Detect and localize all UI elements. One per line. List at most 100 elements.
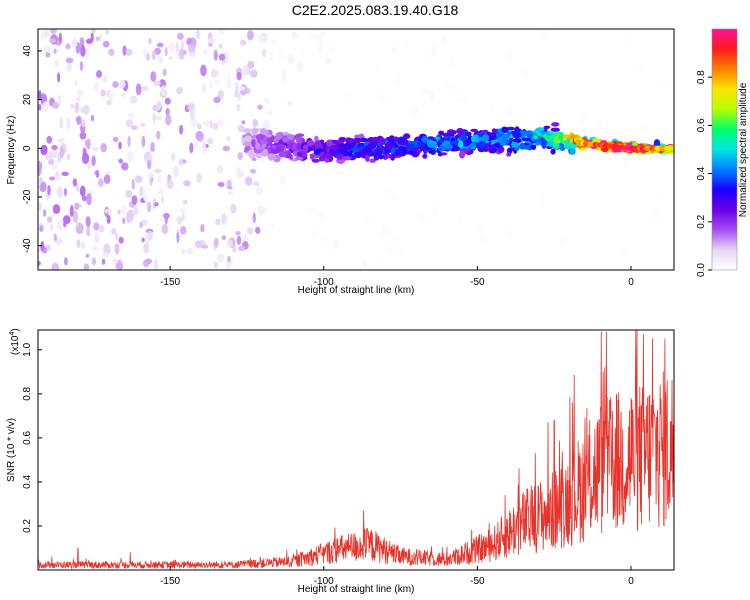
spectrogram-noise-blob (91, 155, 96, 167)
spectrogram-noise-blob (457, 93, 466, 103)
spectrogram-trace-blob (533, 135, 538, 140)
spectrogram-noise-blob (58, 138, 65, 144)
spectrogram-trace-blob (243, 135, 253, 144)
spectrogram-noise-blob (63, 187, 68, 197)
spectrogram-noise-blob (441, 34, 447, 44)
spectrogram-noise-blob (279, 48, 285, 60)
spectrogram-noise-blob (186, 248, 194, 255)
spectrogram-noise-blob (63, 220, 67, 228)
spectrogram-noise-blob (477, 222, 484, 234)
spectrogram-noise-blob (237, 86, 246, 91)
spectrogram-noise-blob (393, 237, 398, 245)
spectrogram-noise-blob (57, 95, 61, 107)
spectrogram-noise-blob (200, 223, 205, 233)
spectrogram-trace-blob (251, 157, 257, 162)
spectrogram-trace-blob (535, 127, 545, 132)
spectrogram-noise-blob (226, 179, 232, 188)
spectrogram-x-ticks: -150 -100 -50 0 (160, 266, 634, 288)
spectrogram-noise-blob (559, 237, 567, 247)
spectrogram-noise-blob (317, 41, 324, 54)
spectrogram-noise-blob (43, 209, 47, 217)
spectrogram-noise-blob (95, 70, 103, 79)
spectrogram-noise-blob (45, 154, 50, 161)
spectrogram-trace-blob (457, 140, 464, 148)
spectrogram-noise-blob (48, 38, 57, 43)
spectrogram-trace-blob (337, 143, 346, 151)
spectrogram-noise-blob (444, 79, 450, 85)
spectrogram-noise-blob (523, 66, 529, 78)
spectrogram-noise-blob (150, 71, 157, 82)
spectrogram-noise-blob (457, 216, 465, 225)
spectrogram-noise-blob (101, 258, 106, 265)
spectrogram-noise-blob (300, 47, 305, 57)
spectrogram-noise-blob (230, 203, 237, 214)
spectrogram-noise-blob (76, 115, 82, 125)
spectrogram-noise-blob (210, 68, 219, 78)
spectrogram-noise-blob (94, 231, 100, 244)
spectrogram-noise-blob (54, 60, 59, 68)
spectrogram-trace-blob (378, 154, 384, 160)
spectrogram-noise-blob (56, 186, 64, 198)
spectrogram-noise-blob (53, 175, 62, 182)
spectrogram-noise-blob (168, 41, 175, 53)
spectrogram-noise-blob (118, 141, 122, 150)
spectrogram-noise-blob (40, 144, 48, 156)
spectrogram-noise-blob (396, 244, 402, 257)
spectrogram-x-label: Height of straight line (km) (298, 285, 415, 296)
spectrogram-noise-blob (491, 103, 496, 114)
spectrogram-noise-blob (84, 139, 89, 147)
spectrogram-trace-blob (522, 144, 529, 150)
spectrogram-noise-blob (479, 233, 487, 243)
spectrogram-noise-blob (114, 232, 119, 241)
spectrogram-trace-blob (490, 147, 497, 154)
spectrogram-noise-blob (189, 142, 194, 154)
spectrogram-trace-blob (403, 133, 411, 140)
spectrogram-noise-blob (46, 216, 53, 223)
spectrogram-noise-blob (112, 258, 118, 264)
spectrogram-noise-blob (129, 95, 138, 104)
spectrogram-trace-blob (376, 149, 383, 156)
spectrogram-trace-blob (295, 137, 303, 144)
snr-frame (37, 329, 675, 571)
spectrogram-noise-blob (374, 65, 381, 70)
spectrogram-noise-blob (79, 185, 86, 197)
spectrogram-noise-blob (70, 103, 74, 109)
spectrogram-trace-blob (530, 144, 537, 150)
spectrogram-noise-blob (135, 83, 142, 96)
spectrogram-noise-blob (143, 259, 150, 268)
snr-series-line (38, 330, 674, 569)
spec-y-tick-label: 20 (22, 94, 33, 106)
spectrogram-trace-blob (441, 132, 449, 137)
spectrogram-trace-blob (399, 140, 406, 146)
spectrogram-trace-blob (472, 136, 480, 143)
snr-x-ticks: -150 -100 -50 0 (160, 566, 634, 587)
spectrogram-trace-blob (338, 136, 347, 143)
spectrogram-noise-blob (267, 109, 272, 116)
spectrogram-noise-blob (319, 31, 326, 37)
spectrogram-noise-blob (213, 79, 220, 85)
spectrogram-noise-blob (170, 152, 176, 162)
spectrogram-noise-blob (206, 137, 214, 145)
spectrogram-noise-blob (422, 54, 427, 60)
spectrogram-noise-blob (502, 176, 508, 187)
snr-scale-label: (x104) (9, 328, 21, 355)
spectrogram-noise-blob (82, 104, 90, 116)
spectrogram-noise-blob (100, 89, 106, 97)
spectrogram-y-ticks: -40 -20 0 20 40 (22, 45, 42, 253)
spectrogram-trace-blob (311, 158, 320, 163)
spectrogram-noise-blob (308, 207, 315, 212)
snr-y-tick-label: 0.8 (22, 386, 33, 400)
spectrogram-noise-blob (178, 158, 184, 167)
spectrogram-noise-blob (160, 195, 164, 204)
spectrogram-noise-blob (221, 235, 226, 240)
spectrogram-noise-blob (318, 209, 325, 220)
spectrogram-trace-blob (470, 128, 478, 133)
spectrogram-noise-blob (189, 108, 195, 120)
spectrogram-noise-blob (173, 165, 179, 178)
spectrogram-trace-blob (294, 156, 304, 161)
spectrogram-noise-blob (383, 227, 392, 238)
spectrogram-noise-blob (255, 185, 264, 197)
spectrogram-noise-blob (200, 64, 207, 77)
spectrogram-noise-blob (51, 145, 58, 151)
